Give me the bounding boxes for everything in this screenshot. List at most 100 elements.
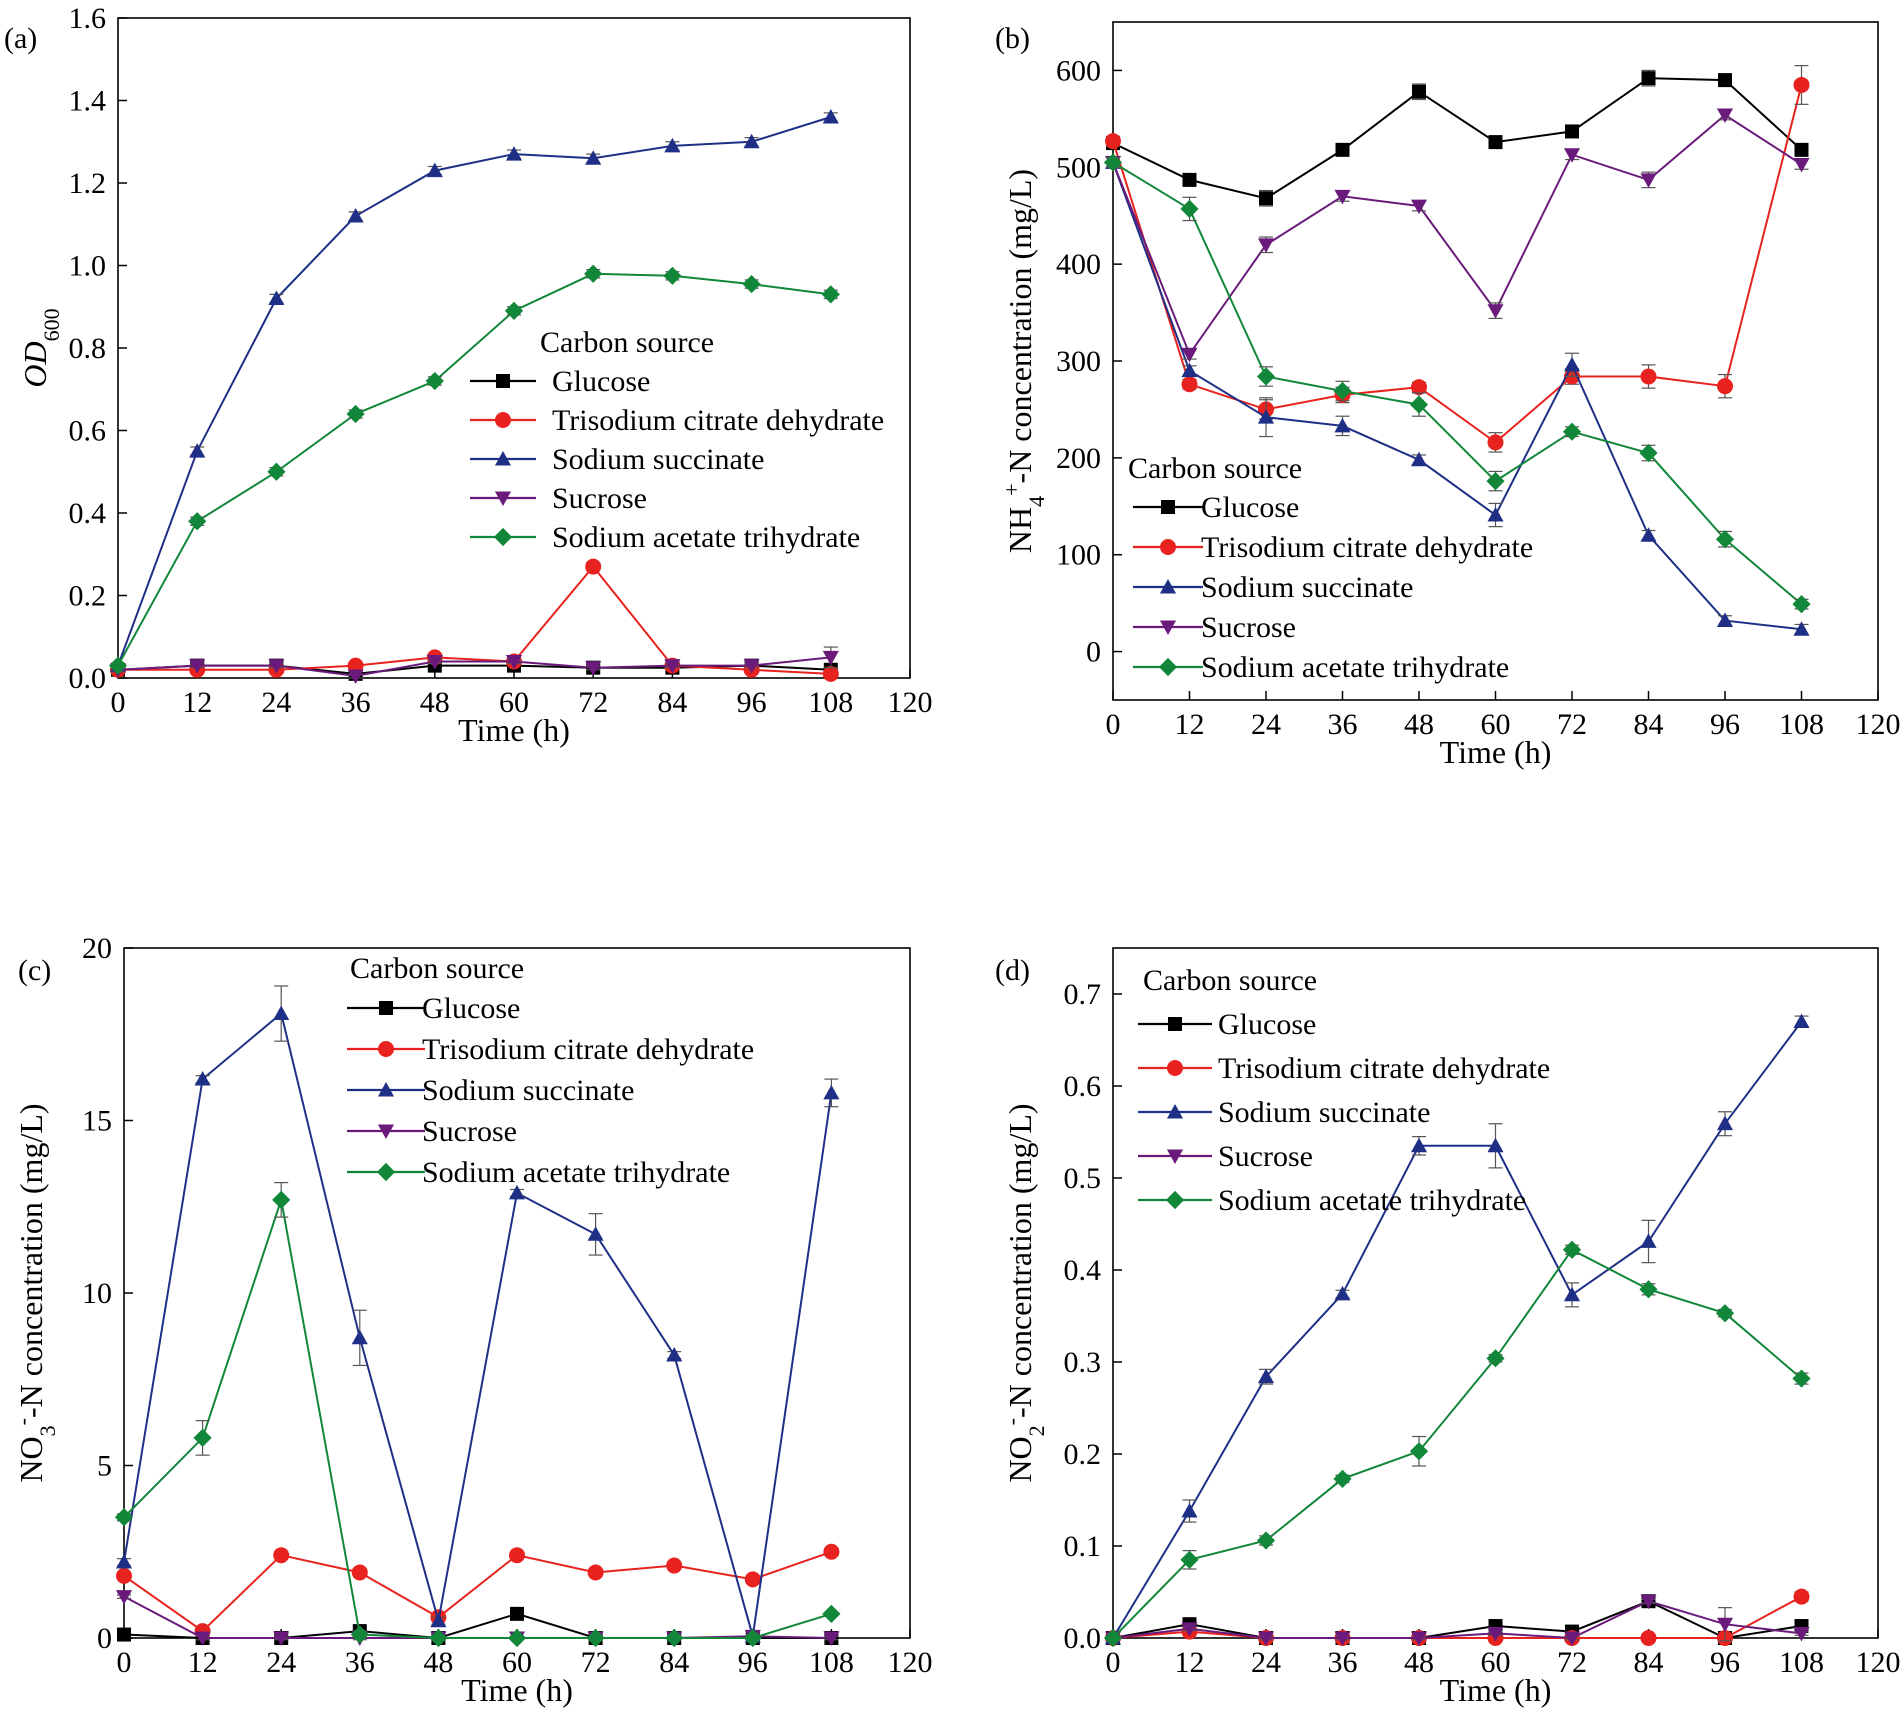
panel-b: 0 12 24 36 48 60 72 84 96 108 120 0 100 200 300 400 500 6…	[995, 21, 1901, 770]
data-point	[1639, 443, 1658, 463]
x-tick-label: 96	[737, 686, 767, 719]
legend-item-sucrose: Sucrose	[347, 1115, 517, 1148]
legend-item-trisodium-citrate-dehydrate: Trisodium citrate dehydrate	[347, 1033, 754, 1066]
x-tick-label: 36	[1328, 708, 1358, 741]
panel-d: 0 12 24 36 48 60 72 84 96 108 120 0.0 0.1 0.2 0.3 0.4 0.…	[995, 947, 1901, 1708]
data-point	[743, 133, 760, 149]
x-tick-label: 96	[1710, 1646, 1740, 1679]
x-tick-label: 120	[888, 1646, 933, 1679]
legend-marker	[378, 1041, 394, 1057]
series-line	[1112, 1600, 1802, 1640]
data-point	[273, 1631, 290, 1647]
legend-label: Trisodium citrate dehydrate	[552, 404, 884, 437]
data-point	[1715, 1304, 1735, 1323]
legend-label: Trisodium citrate dehydrate	[1218, 1052, 1550, 1085]
series-line	[1112, 1600, 1802, 1640]
data-point	[425, 371, 444, 391]
series-line	[123, 1550, 832, 1633]
x-tick-label: 12	[182, 686, 212, 719]
y-axis-title: NO2--N concentration (mg/L)	[999, 1103, 1049, 1482]
legend-title: Carbon source	[1128, 452, 1302, 485]
data-point	[1640, 527, 1657, 542]
data-point	[585, 558, 602, 575]
data-point	[1716, 108, 1734, 124]
x-tick-label: 120	[888, 686, 933, 719]
y-tick-label: 200	[1056, 442, 1101, 475]
x-tick-label: 72	[1557, 708, 1587, 741]
legend-item-sodium-acetate-trihydrate: Sodium acetate trihydrate	[347, 1156, 730, 1189]
data-point	[509, 1547, 525, 1564]
data-point	[1487, 304, 1504, 319]
legend-item-sodium-acetate-trihydrate: Sodium acetate trihydrate	[1133, 651, 1509, 684]
data-point	[114, 1508, 134, 1527]
data-point	[666, 1347, 683, 1362]
data-point	[1640, 1594, 1657, 1610]
legend-marker	[494, 491, 512, 507]
data-point	[1793, 1588, 1810, 1605]
data-point	[587, 1564, 604, 1581]
x-tick-label: 96	[1710, 708, 1740, 741]
y-tick-label: 5	[97, 1450, 112, 1483]
x-axis-title: Time (h)	[461, 1672, 573, 1708]
data-point	[1639, 1280, 1658, 1299]
series-sodium-succinate	[1104, 154, 1810, 636]
data-point	[508, 1184, 526, 1200]
legend-item-sucrose: Sucrose	[470, 482, 647, 515]
legend-item-sodium-succinate: Sodium succinate	[470, 443, 764, 476]
series-sucrose	[109, 646, 839, 684]
legend: Carbon source Glucose Trisodium citrate de…	[470, 326, 884, 554]
data-point	[1333, 381, 1352, 401]
data-point	[1641, 71, 1656, 86]
x-tick-label: 12	[1175, 1646, 1205, 1679]
data-point	[1257, 1631, 1275, 1647]
y-axis-title: NH4+-N concentration (mg/L)	[999, 169, 1049, 553]
y-tick-label: 0.0	[69, 662, 107, 695]
data-point	[1640, 368, 1657, 385]
series-line	[123, 1011, 833, 1637]
data-point	[347, 669, 364, 684]
data-point	[350, 1625, 369, 1644]
legend-label: Sodium succinate	[1218, 1096, 1430, 1129]
legend-label: Sodium acetate trihydrate	[552, 521, 860, 554]
legend-label: Sodium succinate	[422, 1074, 634, 1107]
y-tick-label: 400	[1056, 248, 1101, 281]
data-point	[1792, 595, 1811, 614]
y-axis-title: NO3--N concentration (mg/L)	[10, 1103, 60, 1482]
legend-marker	[377, 1081, 395, 1097]
data-point	[1793, 1013, 1810, 1029]
data-point	[1257, 1368, 1275, 1384]
data-point	[665, 1628, 684, 1648]
legend-marker	[1166, 1149, 1184, 1165]
data-point	[822, 1604, 841, 1623]
data-point	[1409, 395, 1429, 414]
x-tick-label: 84	[657, 686, 687, 719]
series-line	[117, 272, 831, 667]
x-tick-label: 36	[1328, 1646, 1358, 1679]
data-point	[585, 661, 602, 676]
data-point	[1487, 1137, 1504, 1153]
x-tick-label: 108	[1779, 708, 1824, 741]
x-tick-label: 120	[1856, 1646, 1901, 1679]
data-point	[194, 1071, 211, 1086]
x-tick-label: 108	[809, 1646, 854, 1679]
legend-label: Sucrose	[552, 482, 647, 515]
data-point	[1334, 189, 1351, 205]
y-tick-label: 0.1	[1064, 1530, 1102, 1563]
y-tick-label: 300	[1056, 345, 1101, 378]
x-tick-label: 84	[659, 1646, 689, 1679]
panel-label: (d)	[995, 954, 1030, 987]
data-point	[1256, 367, 1276, 386]
x-tick-label: 48	[1404, 1646, 1434, 1679]
legend-marker	[379, 1001, 393, 1015]
data-point	[1793, 621, 1810, 636]
x-tick-label: 72	[581, 1646, 611, 1679]
data-point	[273, 1005, 290, 1020]
data-point	[822, 108, 839, 124]
data-point	[1257, 238, 1275, 253]
y-tick-label: 500	[1056, 151, 1101, 184]
data-point	[584, 264, 603, 283]
y-tick-label: 0.2	[69, 580, 107, 613]
legend-marker	[1161, 500, 1175, 514]
data-point	[273, 1547, 290, 1564]
